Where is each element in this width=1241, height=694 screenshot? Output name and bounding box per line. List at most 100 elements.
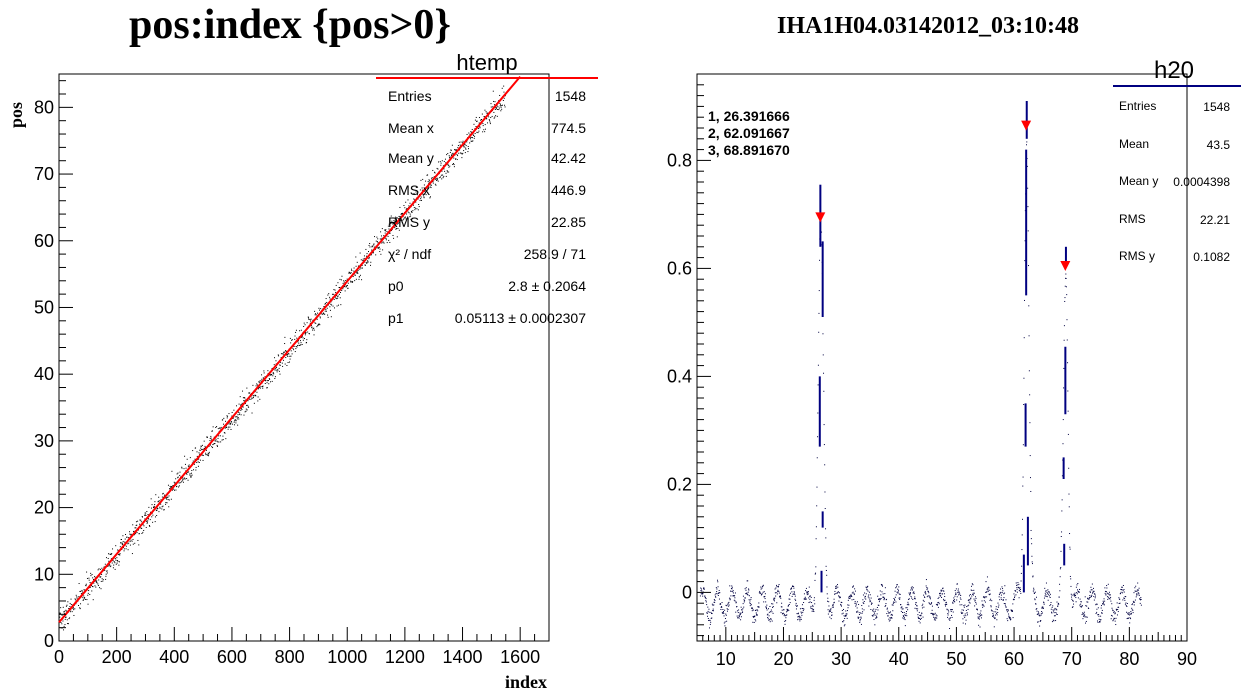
data-point: [1021, 534, 1023, 536]
right-data-points: [699, 141, 1142, 630]
data-point: [1037, 613, 1039, 615]
data-point: [903, 617, 905, 619]
data-point: [729, 598, 731, 600]
scatter-point: [486, 118, 488, 120]
scatter-point: [389, 222, 391, 224]
data-point: [817, 364, 819, 366]
data-point: [713, 604, 715, 606]
data-point: [986, 588, 988, 590]
scatter-point: [388, 223, 390, 225]
data-point: [930, 603, 932, 605]
scatter-point: [133, 534, 135, 536]
y-tick-label: 30: [34, 431, 54, 451]
data-point: [1115, 624, 1117, 626]
scatter-point: [273, 373, 275, 375]
data-point: [735, 601, 737, 603]
scatter-point: [111, 553, 113, 555]
data-point: [950, 609, 952, 611]
data-point: [827, 597, 829, 599]
data-point: [1099, 619, 1101, 621]
data-point: [946, 603, 948, 605]
data-point: [922, 599, 924, 601]
data-point: [937, 602, 939, 604]
data-point: [885, 603, 887, 605]
data-point: [860, 616, 862, 618]
scatter-point: [216, 445, 218, 447]
scatter-point: [395, 228, 397, 230]
scatter-point: [253, 395, 255, 397]
data-point: [870, 597, 872, 599]
data-point: [907, 601, 909, 603]
data-point: [764, 598, 766, 600]
data-point: [844, 615, 846, 617]
scatter-point: [145, 515, 147, 516]
data-point: [988, 594, 990, 596]
data-point: [878, 598, 880, 600]
data-point: [933, 619, 935, 621]
scatter-point: [318, 323, 320, 325]
scatter-point: [132, 543, 134, 545]
data-point: [748, 599, 750, 601]
scatter-point: [129, 533, 131, 535]
data-point: [1047, 593, 1049, 595]
left-y-axis-label: pos: [6, 102, 26, 128]
scatter-point: [407, 216, 409, 218]
scatter-point: [475, 126, 477, 128]
scatter-point: [260, 380, 262, 382]
data-point: [795, 608, 797, 610]
data-point: [862, 602, 864, 604]
scatter-point: [267, 370, 269, 372]
data-point: [886, 608, 888, 610]
scatter-point: [459, 149, 461, 151]
data-point: [896, 591, 898, 593]
scatter-point: [189, 457, 191, 459]
data-point: [785, 614, 787, 616]
data-point: [739, 614, 741, 616]
scatter-point: [399, 220, 401, 222]
data-point: [1120, 592, 1122, 594]
scatter-point: [349, 272, 351, 274]
data-point: [804, 598, 806, 600]
scatter-point: [172, 485, 174, 487]
data-point: [757, 606, 759, 608]
scatter-point: [285, 357, 287, 359]
scatter-point: [376, 236, 378, 238]
data-point: [1125, 596, 1127, 598]
scatter-point: [216, 440, 218, 442]
data-point: [876, 616, 878, 618]
scatter-point: [235, 420, 237, 422]
data-point: [924, 592, 926, 594]
scatter-point: [59, 612, 61, 614]
data-point: [981, 600, 983, 602]
data-point: [1084, 596, 1086, 598]
data-point: [893, 601, 895, 603]
scatter-point: [127, 543, 129, 545]
scatter-point: [302, 339, 304, 341]
data-point: [740, 616, 742, 618]
scatter-point: [113, 561, 115, 563]
scatter-point: [300, 342, 302, 344]
data-point: [748, 589, 750, 591]
data-point: [1107, 583, 1109, 585]
stats-row-value: 1548: [555, 88, 586, 104]
data-point: [755, 612, 757, 614]
scatter-point: [199, 449, 201, 451]
data-point: [970, 598, 972, 600]
data-point: [863, 609, 865, 611]
scatter-point: [468, 132, 470, 134]
data-point: [1024, 240, 1026, 242]
scatter-point: [432, 169, 434, 171]
scatter-point: [137, 539, 139, 541]
scatter-point: [501, 87, 503, 89]
scatter-point: [225, 426, 227, 428]
data-point: [868, 597, 870, 599]
data-point: [1132, 603, 1134, 605]
scatter-point: [443, 168, 445, 170]
data-point: [893, 598, 895, 599]
x-tick-label: 1600: [500, 647, 540, 667]
data-point: [933, 616, 935, 618]
data-point: [1124, 595, 1126, 597]
scatter-point: [240, 407, 242, 409]
data-point: [775, 587, 777, 589]
